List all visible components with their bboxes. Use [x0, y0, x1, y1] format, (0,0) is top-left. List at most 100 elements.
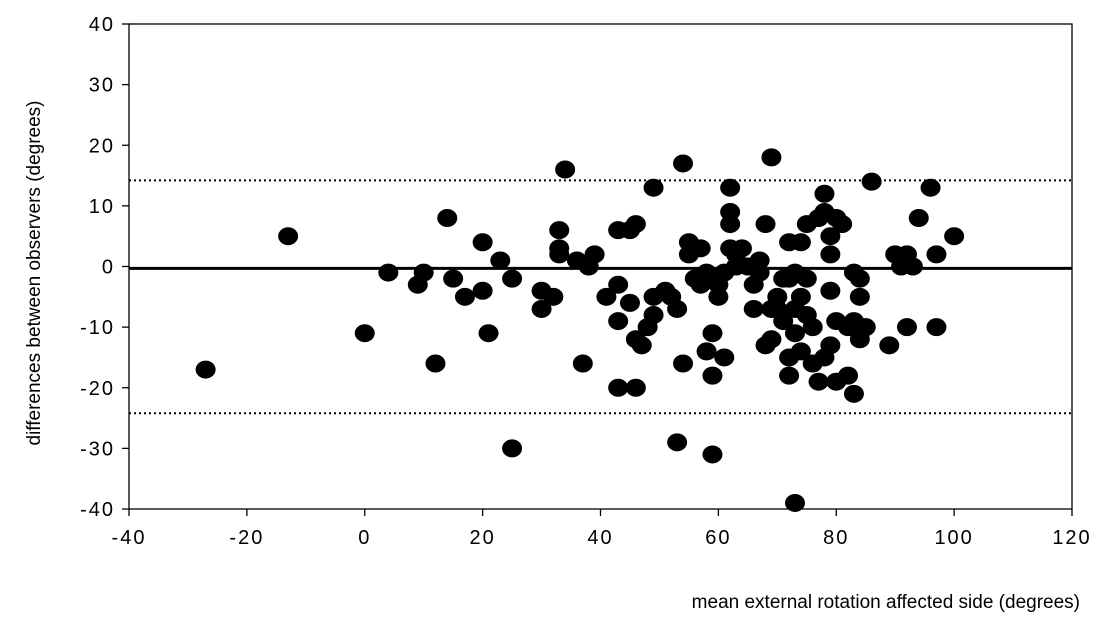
data-point	[608, 275, 629, 294]
y-tick-label: -10	[80, 317, 115, 339]
data-point	[608, 312, 629, 331]
data-point	[625, 215, 646, 234]
data-point	[531, 299, 552, 318]
data-point	[808, 372, 829, 391]
data-point	[820, 336, 841, 355]
data-point	[502, 269, 523, 288]
data-point	[625, 378, 646, 397]
data-point	[708, 287, 729, 306]
data-point	[543, 287, 564, 306]
data-point	[838, 366, 859, 385]
data-point	[790, 233, 811, 252]
data-point	[761, 330, 782, 349]
data-point	[443, 269, 464, 288]
y-axis-title: differences between observers (degrees)	[24, 100, 45, 445]
y-tick-label: 20	[89, 135, 115, 157]
data-point	[755, 215, 776, 234]
x-tick-label: -40	[112, 527, 147, 549]
y-tick-label: 40	[89, 14, 115, 36]
data-point	[820, 227, 841, 246]
data-point	[608, 378, 629, 397]
data-point	[820, 245, 841, 264]
plot-frame	[128, 23, 1073, 510]
x-tick-label: 60	[705, 527, 731, 549]
data-point	[802, 318, 823, 337]
data-point	[278, 227, 299, 246]
y-tick-label: 0	[102, 257, 115, 279]
data-point	[673, 354, 694, 373]
data-point	[790, 342, 811, 361]
data-point	[378, 263, 399, 282]
data-point	[944, 227, 965, 246]
x-tick-label: -20	[229, 527, 264, 549]
data-point	[673, 154, 694, 173]
data-point	[702, 366, 723, 385]
data-point	[555, 160, 576, 179]
data-point	[702, 445, 723, 464]
data-point	[861, 172, 882, 191]
x-axis-title: mean external rotation affected side (de…	[692, 592, 1080, 613]
data-point	[743, 299, 764, 318]
data-point	[696, 263, 717, 282]
data-point	[690, 239, 711, 258]
data-point	[667, 433, 688, 452]
y-tick-label: 10	[89, 196, 115, 218]
x-tick-label: 0	[358, 527, 371, 549]
data-point	[195, 360, 216, 379]
data-point	[879, 336, 900, 355]
data-point	[761, 148, 782, 167]
data-point	[619, 293, 640, 312]
x-axis-ticks: -40 -20 0 20 40 60 80 100 120	[112, 509, 1091, 549]
data-point	[814, 184, 835, 203]
data-point	[796, 269, 817, 288]
data-point	[549, 245, 570, 264]
data-point	[354, 324, 375, 343]
data-point	[779, 366, 800, 385]
y-axis-ticks: -40 -30 -20 -10 0 10 20 30 40	[80, 14, 129, 521]
data-point	[584, 245, 605, 264]
y-tick-label: 30	[89, 75, 115, 97]
x-tick-label: 80	[823, 527, 849, 549]
data-point	[490, 251, 511, 270]
data-point	[714, 348, 735, 367]
data-point	[731, 239, 752, 258]
data-point	[843, 384, 864, 403]
data-point	[926, 245, 947, 264]
x-tick-label: 120	[1052, 527, 1091, 549]
data-point	[702, 324, 723, 343]
y-tick-label: -40	[80, 499, 115, 521]
y-tick-label: -30	[80, 438, 115, 460]
data-point	[502, 439, 523, 458]
data-point	[643, 178, 664, 197]
data-point	[720, 215, 741, 234]
x-tick-label: 20	[470, 527, 496, 549]
data-point	[896, 318, 917, 337]
data-point	[920, 178, 941, 197]
data-point	[902, 257, 923, 276]
data-point	[596, 287, 617, 306]
data-point	[790, 287, 811, 306]
data-point	[749, 263, 770, 282]
data-point	[784, 493, 805, 512]
data-point	[784, 324, 805, 343]
x-tick-label: 40	[587, 527, 613, 549]
data-point	[832, 215, 853, 234]
data-point	[472, 281, 493, 300]
y-tick-label: -20	[80, 378, 115, 400]
data-point	[855, 318, 876, 337]
plot-border	[128, 23, 1073, 510]
data-point	[425, 354, 446, 373]
x-tick-label: 100	[934, 527, 973, 549]
data-point	[849, 269, 870, 288]
data-point	[773, 312, 794, 331]
data-point	[413, 263, 434, 282]
data-point	[549, 221, 570, 240]
data-point	[720, 178, 741, 197]
data-point	[667, 299, 688, 318]
data-point	[643, 306, 664, 324]
data-point	[820, 281, 841, 300]
data-point	[572, 354, 593, 373]
data-point	[437, 209, 458, 227]
data-point	[454, 287, 475, 306]
